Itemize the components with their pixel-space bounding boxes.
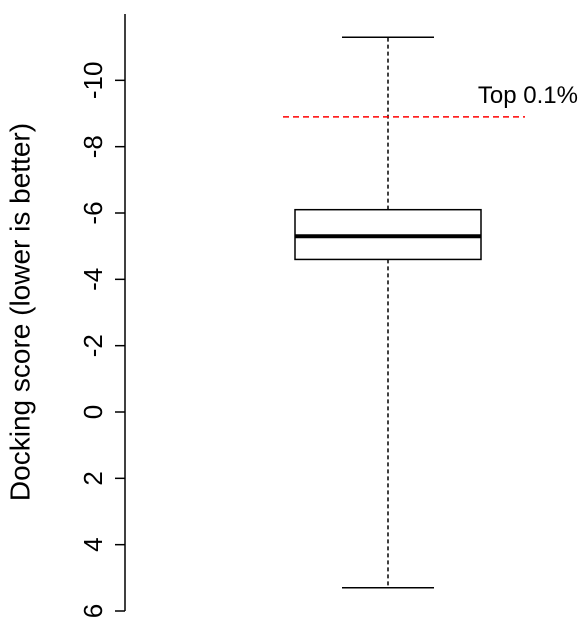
- y-tick-label: 0: [78, 405, 108, 419]
- y-tick-label: 2: [78, 471, 108, 485]
- y-tick-label: -4: [78, 268, 108, 291]
- y-axis-label: Docking score (lower is better): [4, 123, 35, 501]
- y-tick-label: -10: [78, 62, 108, 100]
- y-tick-label: -2: [78, 334, 108, 357]
- reference-label: Top 0.1%: [478, 82, 578, 109]
- y-tick-label: -8: [78, 135, 108, 158]
- y-tick-label: 6: [78, 604, 108, 618]
- y-tick-label: -6: [78, 201, 108, 224]
- y-tick-label: 4: [78, 537, 108, 551]
